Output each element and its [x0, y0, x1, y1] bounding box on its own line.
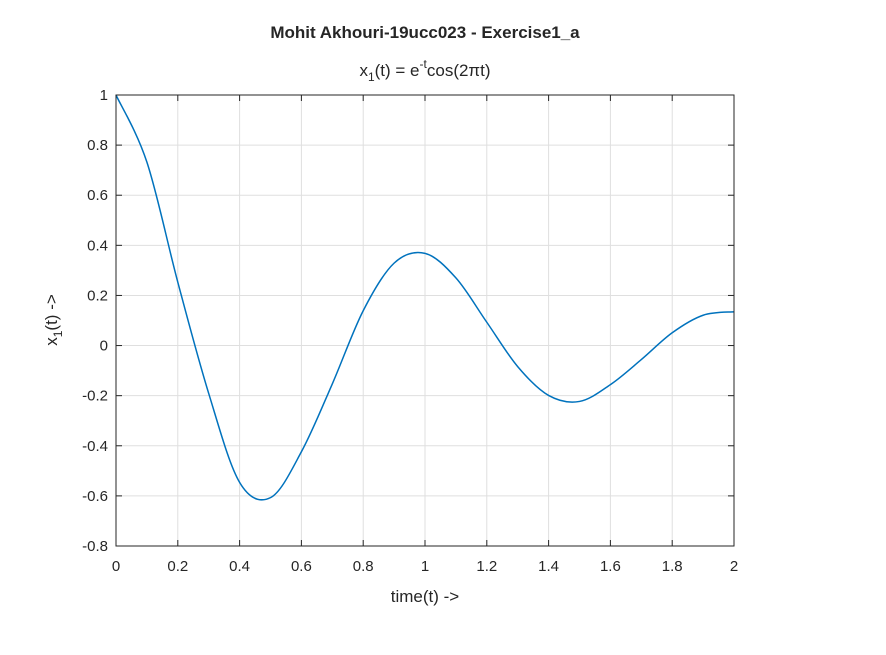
y-axis-label: x1(t) -> — [42, 294, 65, 346]
x-tick-label: 0.6 — [291, 558, 312, 575]
series-layer — [115, 94, 735, 501]
ylabel-base: x — [42, 337, 61, 346]
x-tick-label: 1.8 — [662, 558, 683, 575]
subtitle-rhs: cos(2πt) — [427, 61, 491, 80]
series-line — [115, 94, 735, 501]
x-tick-label: 0.4 — [229, 558, 250, 575]
ylabel-sub: 1 — [51, 330, 65, 337]
x-axis-label: time(t) -> — [391, 587, 460, 606]
chart-subtitle: x1(t) = e-tcos(2πt) — [359, 57, 490, 84]
y-tick-label: -0.2 — [82, 388, 108, 405]
ylabel-tail: (t) -> — [42, 294, 61, 330]
x-tick-label: 1.6 — [600, 558, 621, 575]
subtitle-lhs-base: x — [359, 61, 368, 80]
y-tick-label: 0.4 — [87, 237, 108, 254]
ticks — [115, 94, 735, 547]
y-tick-label: 0 — [100, 338, 108, 355]
y-tick-label: -0.6 — [82, 488, 108, 505]
subtitle-lhs-tail: (t) = e — [375, 61, 420, 80]
x-tick-label: 1.2 — [476, 558, 497, 575]
y-tick-label: 1 — [100, 87, 108, 104]
x-tick-label: 1 — [421, 558, 429, 575]
subtitle-lhs-sub: 1 — [368, 70, 375, 84]
subtitle-exp: -t — [420, 57, 428, 71]
y-tick-label: 0.8 — [87, 137, 108, 154]
y-tick-labels: -0.8 -0.6 -0.4 -0.2 0 0.2 0.4 0.6 0.8 1 — [82, 87, 108, 555]
x-tick-label: 0 — [112, 558, 120, 575]
x-tick-label: 0.2 — [167, 558, 188, 575]
x-tick-labels: 0 0.2 0.4 0.6 0.8 1 1.2 1.4 1.6 1.8 2 — [112, 558, 738, 575]
chart-title: Mohit Akhouri-19ucc023 - Exercise1_a — [270, 23, 580, 42]
y-tick-label: -0.4 — [82, 438, 108, 455]
x-tick-label: 1.4 — [538, 558, 559, 575]
x-tick-label: 2 — [730, 558, 738, 575]
y-tick-label: 0.2 — [87, 287, 108, 304]
y-tick-label: 0.6 — [87, 187, 108, 204]
x-tick-label: 0.8 — [353, 558, 374, 575]
y-tick-label: -0.8 — [82, 538, 108, 555]
